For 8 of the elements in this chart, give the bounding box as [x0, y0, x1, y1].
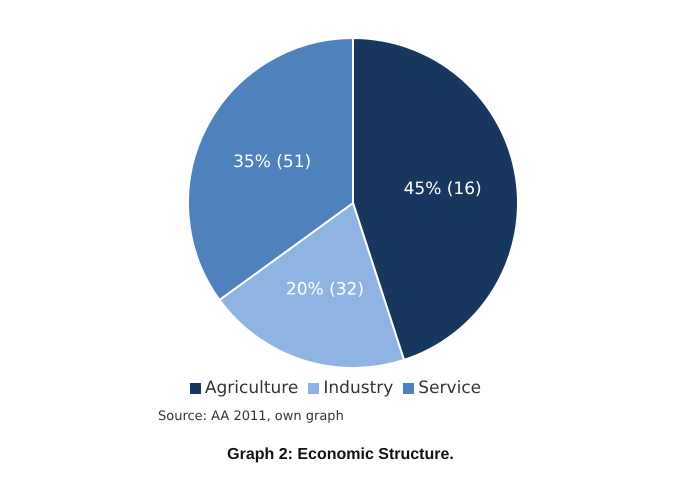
legend-label: Service [418, 378, 482, 398]
legend-label: Industry [323, 378, 394, 398]
data-label: 20% (32) [286, 279, 364, 300]
legend-label: Agriculture [204, 378, 298, 398]
data-label: 45% (16) [404, 178, 482, 199]
text: Graph 2: Economic Structure. [226, 446, 455, 464]
data-label: 35% (51) [233, 152, 312, 172]
source-note: Source: AA 2011, own graph [157, 409, 345, 424]
